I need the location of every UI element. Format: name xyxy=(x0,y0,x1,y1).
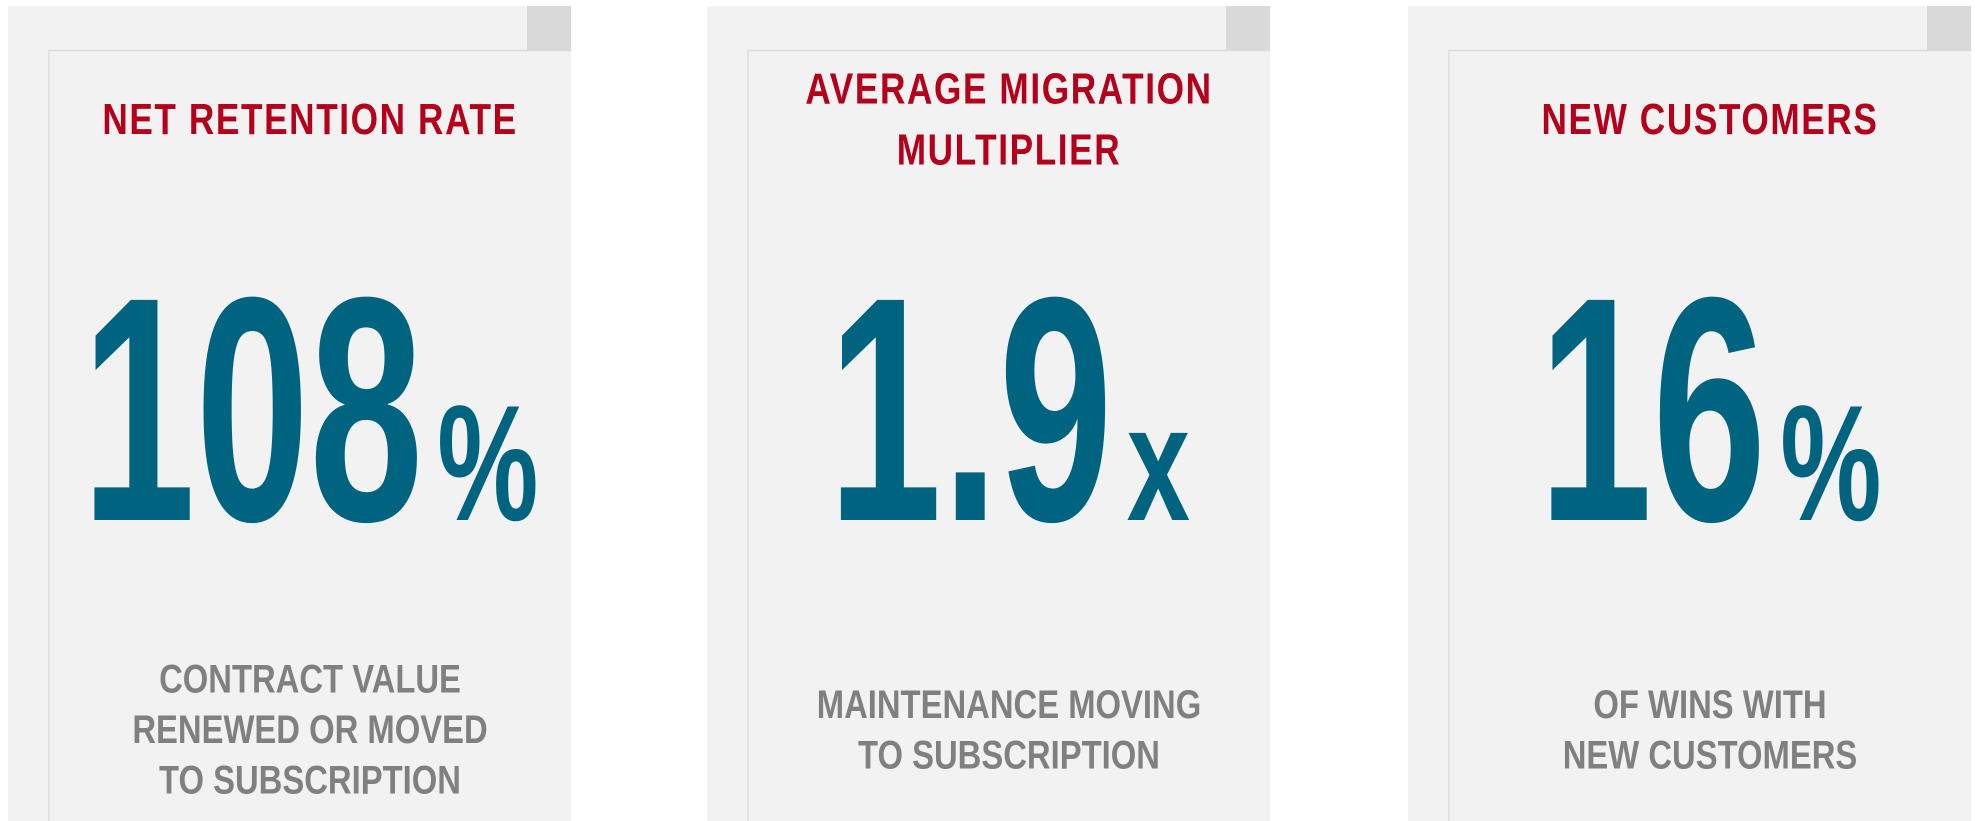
metric-value: 108 xyxy=(82,230,424,588)
metric-unit: % xyxy=(437,371,538,555)
corner-tab xyxy=(1927,6,1971,50)
card-inner-border xyxy=(747,49,1270,821)
card xyxy=(707,6,1270,821)
metric-description: OF WINS WITH xyxy=(1593,683,1826,727)
card-title: MULTIPLIER xyxy=(897,126,1122,175)
card-title: NET RETENTION RATE xyxy=(102,95,517,144)
metric-value: 1.9 xyxy=(828,230,1113,588)
card xyxy=(8,6,571,821)
corner-tab xyxy=(1226,6,1270,50)
card-inner-border xyxy=(1448,49,1971,821)
metric-description: CONTRACT VALUE xyxy=(159,658,461,702)
metric-unit: % xyxy=(1780,371,1881,555)
metric-description: RENEWED OR MOVED xyxy=(132,708,487,752)
metric-description: TO SUBSCRIPTION xyxy=(858,733,1160,777)
metric-description: NEW CUSTOMERS xyxy=(1563,733,1858,777)
card-title: NEW CUSTOMERS xyxy=(1542,95,1879,144)
metric-description: TO SUBSCRIPTION xyxy=(159,759,461,803)
card-inner-border xyxy=(48,49,571,821)
card-title: AVERAGE MIGRATION xyxy=(805,65,1212,114)
metric-value: 16 xyxy=(1538,230,1766,588)
metric-unit: x xyxy=(1127,371,1190,555)
card xyxy=(1408,6,1971,821)
metric-description: MAINTENANCE MOVING xyxy=(817,683,1201,727)
corner-tab xyxy=(527,6,571,50)
